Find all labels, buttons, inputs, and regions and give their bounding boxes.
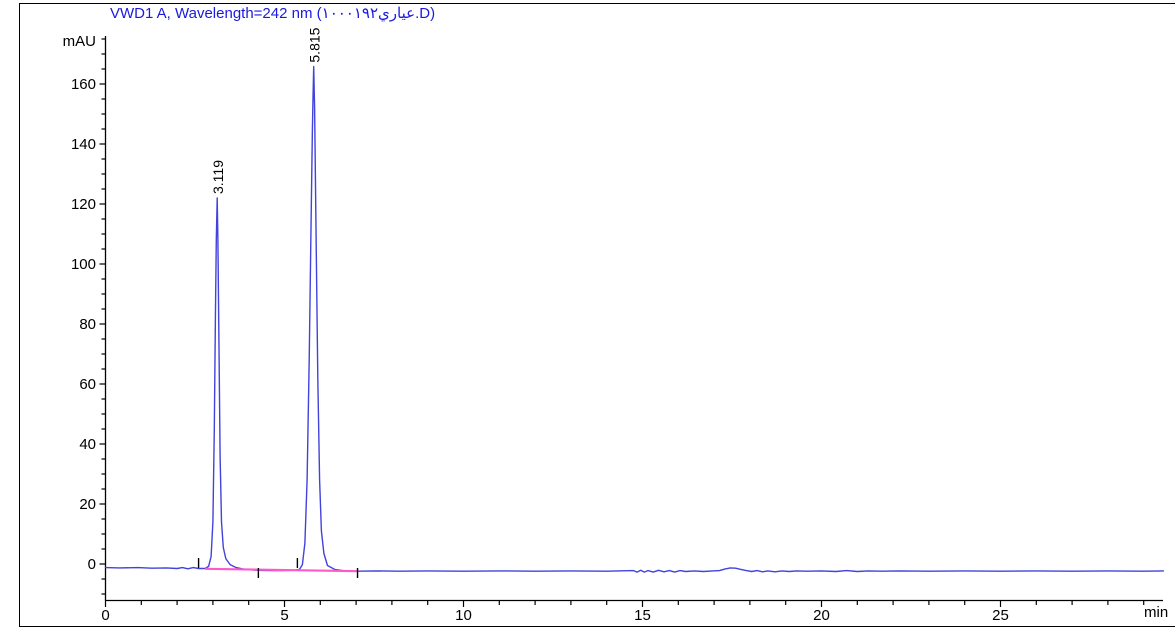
x-axis-unit-label: min	[1144, 604, 1169, 621]
y-tick-label: 160	[71, 76, 96, 93]
peak-retention-label: 5.815	[307, 27, 323, 62]
x-tick-label: 20	[813, 607, 830, 624]
y-tick-label: 120	[71, 196, 96, 213]
x-tick-label: 25	[992, 607, 1009, 624]
y-tick-label: 40	[79, 436, 96, 453]
integration-baseline	[205, 567, 359, 573]
signal-trace	[104, 65, 1165, 573]
x-tick-label: 15	[634, 607, 651, 624]
x-tick-label: 5	[280, 607, 288, 624]
y-tick-label: 20	[79, 496, 96, 513]
y-axis-unit-label: mAU	[62, 33, 96, 50]
y-tick-label: 100	[71, 256, 96, 273]
plot-frame	[19, 3, 1175, 627]
peak-retention-label: 3.119	[210, 160, 226, 194]
y-tick-label: 0	[88, 556, 96, 573]
x-tick-label: 10	[455, 607, 472, 624]
x-tick-label: 0	[101, 607, 109, 624]
y-tick-label: 140	[71, 136, 96, 153]
chromatogram-title: VWD1 A, Wavelength=242 nm (عياري١٠٠٠١٩٢.…	[110, 5, 436, 22]
y-tick-label: 60	[79, 376, 96, 393]
y-tick-label: 80	[79, 316, 96, 333]
